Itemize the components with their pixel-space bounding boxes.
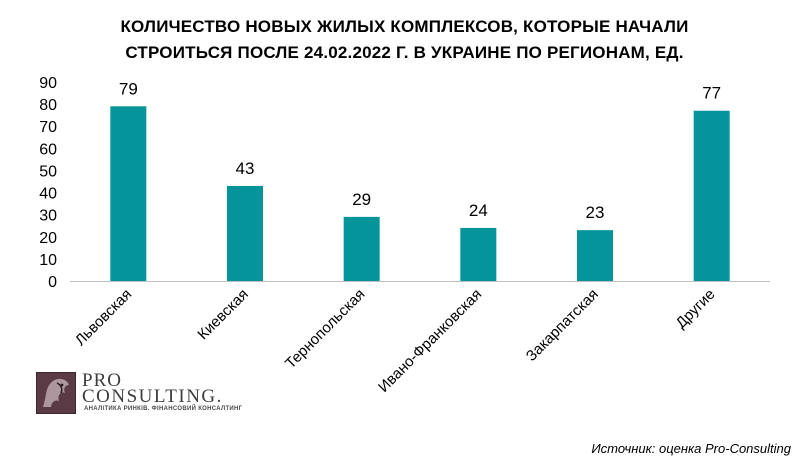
bar (227, 185, 263, 281)
bar (343, 216, 380, 281)
data-label: 43 (236, 159, 255, 178)
y-tick-label: 50 (39, 163, 57, 180)
x-tick-label: Другие (673, 286, 719, 332)
y-tick-label: 60 (39, 141, 57, 158)
logo-tagline: АНАЛІТИКА РИНКІВ. ФІНАНСОВИЙ КОНСАЛТИНГ (84, 406, 243, 412)
logo-text-pro: PRO (82, 370, 122, 391)
y-tick-label: 30 (39, 208, 57, 225)
chart-title: КОЛИЧЕСТВО НОВЫХ ЖИЛЫХ КОМПЛЕКСОВ, КОТОР… (0, 14, 809, 66)
bar (110, 106, 147, 281)
y-tick-label: 90 (39, 75, 57, 92)
x-tick-label: Тернопольская (282, 286, 368, 372)
pro-consulting-logo: PRO CONSULTING. АНАЛІТИКА РИНКІВ. ФІНАНС… (36, 370, 242, 414)
y-tick-label: 20 (39, 230, 57, 247)
data-label: 77 (702, 84, 721, 103)
x-tick-label: Киевская (194, 286, 251, 343)
x-tick-label: Закарпатская (523, 286, 602, 365)
chart-title-line-1: КОЛИЧЕСТВО НОВЫХ ЖИЛЫХ КОМПЛЕКСОВ, КОТОР… (120, 17, 689, 36)
logo-text-consulting: CONSULTING. (82, 386, 223, 407)
source-note: Источник: оценка Pro-Consulting (591, 441, 791, 456)
bar (460, 227, 497, 281)
data-label: 29 (352, 190, 371, 209)
y-tick-label: 40 (39, 186, 57, 203)
y-tick-label: 80 (39, 97, 57, 114)
y-tick-label: 0 (48, 274, 57, 291)
data-label: 24 (469, 201, 488, 220)
data-label: 79 (119, 79, 138, 98)
y-tick-label: 70 (39, 119, 57, 136)
data-label: 23 (586, 203, 605, 222)
bar (693, 110, 730, 281)
y-tick-label: 10 (39, 252, 57, 269)
logo-emblem-icon (36, 372, 76, 414)
x-tick-label: Львовская (72, 286, 135, 349)
bar (577, 230, 613, 281)
x-tick-label: Ивано-Франковская (375, 286, 485, 396)
chart-title-line-2: СТРОИТЬСЯ ПОСЛЕ 24.02.2022 Г. В УКРАИНЕ … (125, 43, 684, 62)
